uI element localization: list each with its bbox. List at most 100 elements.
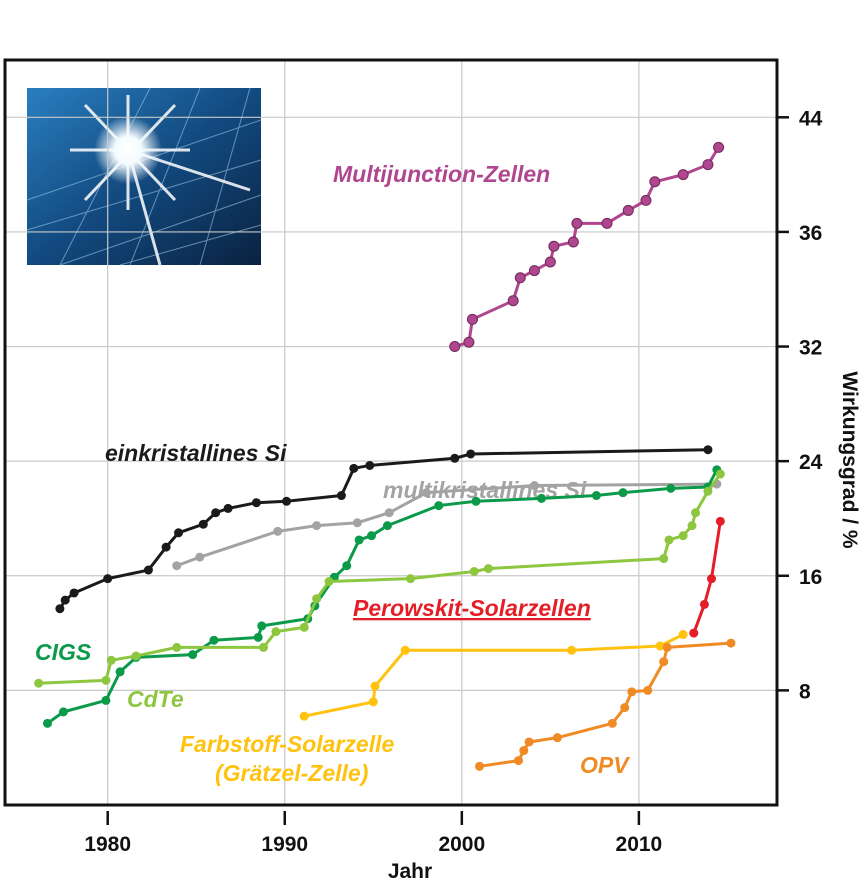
- data-point: [567, 236, 579, 248]
- series-label: Farbstoff-Solarzelle: [180, 731, 394, 757]
- data-point: [251, 498, 261, 508]
- data-point: [713, 141, 725, 153]
- data-point: [101, 675, 111, 685]
- data-point: [198, 519, 208, 529]
- data-point: [469, 566, 479, 576]
- data-point: [312, 594, 322, 604]
- data-point: [34, 678, 44, 688]
- data-point: [354, 535, 364, 545]
- data-point: [463, 336, 475, 348]
- data-point: [640, 194, 652, 206]
- data-point: [567, 645, 577, 655]
- data-point: [507, 295, 519, 307]
- data-point: [299, 711, 309, 721]
- data-point: [365, 460, 375, 470]
- data-point: [434, 501, 444, 511]
- data-point: [349, 463, 359, 473]
- x-axis-label: Jahr: [388, 860, 432, 883]
- data-point: [678, 630, 688, 640]
- data-point: [591, 491, 601, 501]
- data-point: [524, 737, 534, 747]
- data-point: [544, 256, 556, 268]
- data-point: [519, 746, 529, 756]
- data-point: [601, 217, 613, 229]
- data-point: [483, 564, 493, 574]
- data-point: [209, 635, 219, 645]
- data-point: [421, 488, 431, 498]
- data-point: [703, 486, 713, 496]
- data-point: [312, 521, 322, 531]
- data-point: [450, 453, 460, 463]
- y-tick-label: 36: [799, 222, 822, 245]
- data-point: [627, 687, 637, 697]
- data-point: [282, 496, 292, 506]
- y-tick-label: 44: [799, 107, 823, 130]
- data-point: [405, 574, 415, 584]
- data-point: [703, 445, 713, 455]
- data-point: [706, 574, 716, 584]
- data-point: [691, 508, 701, 518]
- plot-frame: [3, 58, 779, 807]
- data-point: [699, 599, 709, 609]
- data-point: [643, 685, 653, 695]
- data-point: [174, 528, 184, 538]
- series-line: [38, 473, 722, 685]
- series-line: [479, 641, 732, 768]
- data-point: [259, 642, 269, 652]
- x-tick-label: 1990: [261, 833, 308, 856]
- series-label: einkristallines Si: [105, 440, 287, 466]
- data-point: [666, 483, 676, 493]
- data-point: [529, 481, 539, 491]
- data-point: [342, 561, 352, 571]
- data-point: [400, 645, 410, 655]
- data-point: [384, 508, 394, 518]
- data-point: [336, 491, 346, 501]
- y-tick-label: 8: [799, 680, 811, 703]
- data-point: [659, 657, 669, 667]
- y-tick-label: 32: [799, 337, 822, 360]
- data-point: [42, 718, 52, 728]
- series-label: CIGS: [35, 639, 92, 665]
- data-point: [620, 703, 630, 713]
- data-point: [726, 638, 736, 648]
- data-point: [115, 667, 125, 677]
- data-point: [687, 521, 697, 531]
- data-point: [513, 756, 523, 766]
- data-point: [253, 632, 263, 642]
- data-point: [548, 240, 560, 252]
- data-point: [257, 621, 267, 631]
- data-point: [161, 542, 171, 552]
- data-point: [678, 531, 688, 541]
- x-tick-label: 2000: [438, 833, 485, 856]
- data-point: [475, 761, 485, 771]
- data-point: [664, 535, 674, 545]
- data-point: [69, 588, 79, 598]
- data-point: [103, 574, 113, 584]
- y-axis-label: Wirkungsgrad / %: [838, 371, 861, 548]
- data-point: [649, 176, 661, 188]
- data-point: [172, 561, 182, 571]
- data-point: [715, 469, 725, 479]
- data-point: [662, 642, 672, 652]
- data-point: [106, 655, 116, 665]
- x-tick-label: 2010: [616, 833, 663, 856]
- data-point: [571, 217, 583, 229]
- data-point: [677, 169, 689, 181]
- x-tick-label: 1980: [84, 833, 131, 856]
- data-point: [188, 650, 198, 660]
- data-point: [471, 496, 481, 506]
- data-point: [223, 503, 233, 513]
- data-point: [622, 204, 634, 216]
- data-point: [324, 577, 334, 586]
- data-point: [449, 341, 461, 353]
- data-point: [131, 651, 141, 661]
- data-point: [60, 595, 70, 605]
- series-label: CdTe: [127, 686, 184, 712]
- data-point: [537, 493, 547, 503]
- inset-photo: [26, 87, 262, 266]
- series-label: OPV: [580, 752, 630, 778]
- series-label: Perowskit-Solarzellen: [353, 595, 591, 621]
- data-point: [271, 627, 281, 637]
- data-point: [299, 622, 309, 632]
- data-point: [211, 508, 221, 518]
